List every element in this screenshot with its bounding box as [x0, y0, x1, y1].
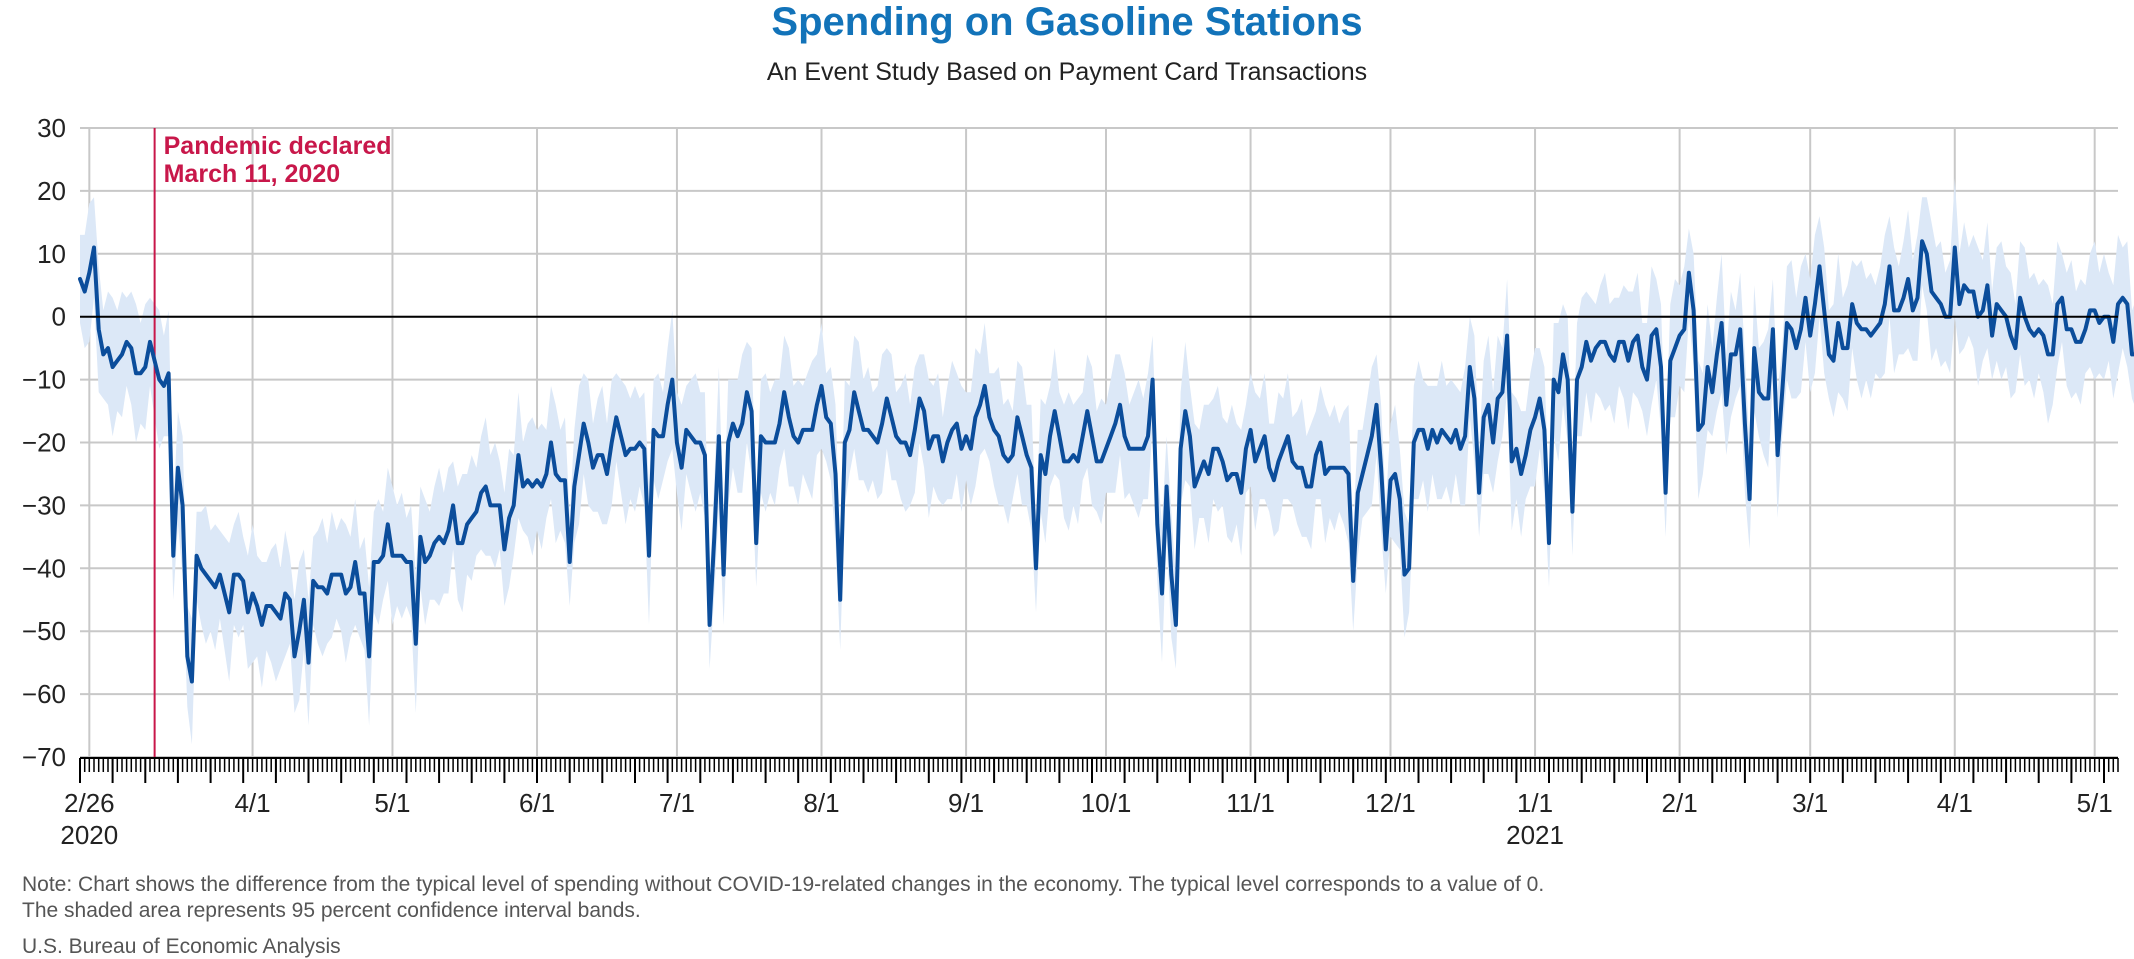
- x-tick-label: 2/26: [64, 788, 115, 818]
- x-tick-label: 11/1: [1226, 788, 1275, 818]
- x-tick-label: 4/1: [1937, 788, 1973, 818]
- chart-title: Spending on Gasoline Stations: [771, 0, 1363, 44]
- y-tick-label: 30: [37, 113, 66, 143]
- x-tick-label: 4/1: [234, 788, 270, 818]
- x-tick-label: 9/1: [948, 788, 984, 818]
- pandemic-annotation-line-2: March 11, 2020: [164, 160, 341, 188]
- note-line-2: The shaded area represents 95 percent co…: [22, 899, 641, 922]
- y-tick-label: −50: [22, 616, 66, 646]
- y-tick-label: −30: [22, 490, 66, 520]
- confidence-band: [80, 178, 2134, 745]
- x-tick-year-label: 2021: [1506, 820, 1564, 850]
- note-line-1: Note: Chart shows the difference from th…: [22, 873, 1545, 896]
- y-tick-label: 0: [52, 302, 66, 332]
- x-tick-label: 6/1: [519, 788, 555, 818]
- series-line-layer: [78, 239, 2134, 684]
- x-axis-minor-ticks: [79, 758, 2119, 772]
- y-tick-label: −70: [22, 742, 66, 772]
- x-tick-label: 7/1: [659, 788, 695, 818]
- x-tick-label: 1/1: [1517, 788, 1553, 818]
- x-tick-label: 5/1: [374, 788, 410, 818]
- y-tick-label: 10: [37, 239, 66, 269]
- x-tick-label: 3/1: [1792, 788, 1828, 818]
- y-tick-label: −40: [22, 553, 66, 583]
- x-tick-year-label: 2020: [60, 820, 118, 850]
- x-tick-label: 10/1: [1081, 788, 1132, 818]
- y-tick-label: −20: [22, 428, 66, 458]
- y-tick-label: 20: [37, 176, 66, 206]
- x-tick-label: 5/1: [2077, 788, 2113, 818]
- x-tick-label: 8/1: [803, 788, 839, 818]
- confidence-band-layer: [80, 178, 2134, 745]
- series-line: [78, 239, 2134, 684]
- y-tick-label: −10: [22, 365, 66, 395]
- x-tick-label: 12/1: [1365, 788, 1416, 818]
- y-tick-label: −60: [22, 679, 66, 709]
- x-tick-label: 2/1: [1662, 788, 1698, 818]
- pandemic-annotation-line-1: Pandemic declared: [164, 132, 392, 160]
- chart-subtitle: An Event Study Based on Payment Card Tra…: [766, 58, 1368, 86]
- source-label: U.S. Bureau of Economic Analysis: [22, 935, 341, 958]
- x-axis-week-ticks: [79, 758, 2105, 783]
